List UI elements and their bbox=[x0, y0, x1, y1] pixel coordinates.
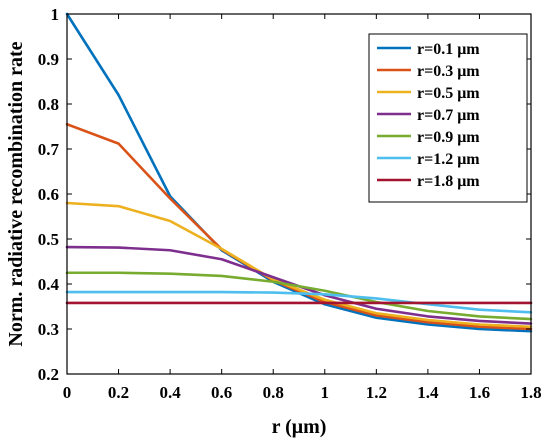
ticks-layer: 0 0.2 0.4 0.6 0.8 1 1.2 1.4 1.6 1.80.20.30.40.50.… bbox=[38, 5, 542, 402]
x-tick-label: 0.2 bbox=[108, 383, 129, 402]
x-tick-label: 0.6 bbox=[211, 383, 232, 402]
y-tick-label: 1 bbox=[51, 5, 60, 24]
legend-label-1: r=0.1 μm bbox=[417, 41, 480, 58]
x-tick-label: 1.6 bbox=[469, 383, 490, 402]
series-layer bbox=[65, 12, 533, 333]
y-axis-title: Norm. radiative recombination rate bbox=[5, 41, 27, 346]
x-tick-label: 0.4 bbox=[159, 383, 181, 402]
x-tick-label: 0.8 bbox=[263, 383, 284, 402]
series-line-3 bbox=[65, 201, 533, 329]
y-tick-label: 0.4 bbox=[38, 275, 60, 294]
legend: r=0.1 μm r=0.3 μm r=0.5 μm r=0.7 μm r=0.9 μm… bbox=[368, 33, 528, 203]
y-tick-label: 0.6 bbox=[38, 185, 59, 204]
x-tick-label: 1.8 bbox=[520, 383, 541, 402]
y-tick-label: 0.3 bbox=[38, 320, 59, 339]
y-tick-label: 0.2 bbox=[38, 365, 59, 384]
y-tick-label: 0.8 bbox=[38, 95, 59, 114]
x-axis-title: r (μm) bbox=[272, 416, 327, 438]
series-line-5 bbox=[65, 271, 533, 321]
legend-label-6: r=1.2 μm bbox=[417, 151, 480, 168]
x-tick-label: 1.2 bbox=[366, 383, 387, 402]
y-tick-label: 0.9 bbox=[38, 50, 59, 69]
y-tick-label: 0.5 bbox=[38, 230, 59, 249]
legend-label-2: r=0.3 μm bbox=[417, 63, 480, 80]
legend-label-5: r=0.9 μm bbox=[417, 129, 480, 146]
x-tick-label: 0 bbox=[63, 383, 72, 402]
series-line-6 bbox=[65, 290, 533, 314]
legend-box bbox=[368, 33, 528, 203]
series-line-2 bbox=[65, 122, 533, 331]
legend-label-7: r=1.8 μm bbox=[417, 173, 480, 190]
x-tick-label: 1 bbox=[321, 383, 330, 402]
legend-label-3: r=0.5 μm bbox=[417, 85, 480, 102]
y-tick-label: 0.7 bbox=[38, 140, 60, 159]
legend-label-4: r=0.7 μm bbox=[417, 107, 480, 124]
x-tick-label: 1.4 bbox=[417, 383, 439, 402]
